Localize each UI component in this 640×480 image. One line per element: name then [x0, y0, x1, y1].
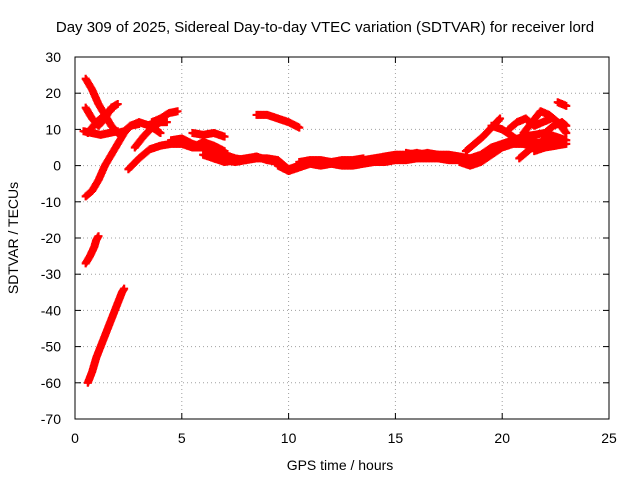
- data-point: [113, 127, 122, 136]
- data-point: [220, 132, 229, 141]
- y-tick-label: 10: [45, 121, 61, 137]
- data-point: [113, 100, 122, 109]
- data-point: [120, 284, 129, 293]
- x-tick-label: 0: [71, 430, 79, 446]
- plot-frame: [74, 56, 610, 420]
- series-track-31: [83, 284, 129, 387]
- x-tick-label: 10: [281, 430, 297, 446]
- tick-marks: [74, 56, 610, 420]
- data-point: [109, 103, 118, 112]
- y-tick-label: -70: [41, 411, 61, 427]
- series-track-14: [252, 110, 304, 132]
- series-track-28: [530, 139, 571, 156]
- series-track-29: [553, 98, 571, 110]
- series-track-08: [147, 107, 182, 127]
- series-track-30: [81, 232, 103, 268]
- y-tick-label: -30: [41, 266, 61, 282]
- x-axis-label: GPS time / hours: [287, 457, 394, 473]
- y-tick-label: 20: [45, 85, 61, 101]
- y-tick-label: -50: [41, 339, 61, 355]
- data-point: [295, 123, 304, 132]
- data-point: [562, 139, 571, 148]
- data-point: [94, 232, 103, 241]
- series-track-19: [402, 148, 464, 161]
- data-point: [562, 101, 571, 110]
- data-point: [220, 147, 229, 156]
- data-point: [173, 107, 182, 116]
- x-tick-label: 25: [601, 430, 617, 446]
- y-tick-label: -20: [41, 230, 61, 246]
- y-tick-label: 0: [53, 158, 61, 174]
- y-axis-label: SDTVAR / TECUs: [5, 182, 21, 294]
- x-tick-label: 20: [494, 430, 510, 446]
- y-tick-label: 30: [45, 49, 61, 65]
- series-track-10: [188, 129, 229, 141]
- y-tick-label: -60: [41, 375, 61, 391]
- data-point: [562, 121, 571, 130]
- series-track-05: [83, 103, 118, 138]
- series-track-27: [540, 118, 571, 138]
- data-point: [562, 129, 571, 138]
- data-points: [79, 74, 571, 387]
- x-tick-label: 15: [388, 430, 404, 446]
- chart-title: Day 309 of 2025, Sidereal Day-to-day VTE…: [56, 19, 594, 36]
- grid: [75, 57, 609, 419]
- data-point: [156, 129, 165, 138]
- tick-labels: 0 5 10 15 20 25 30 20 10 0 -10 -20 -30 -40 -50 -60 -70: [41, 49, 617, 446]
- y-tick-label: -40: [41, 302, 61, 318]
- y-tick-label: -10: [41, 194, 61, 210]
- x-tick-label: 5: [178, 430, 186, 446]
- series-track-24: [504, 114, 556, 134]
- series-track-13: [209, 152, 282, 166]
- data-point: [496, 114, 505, 123]
- data-point: [162, 118, 171, 127]
- series-track-11: [188, 138, 229, 156]
